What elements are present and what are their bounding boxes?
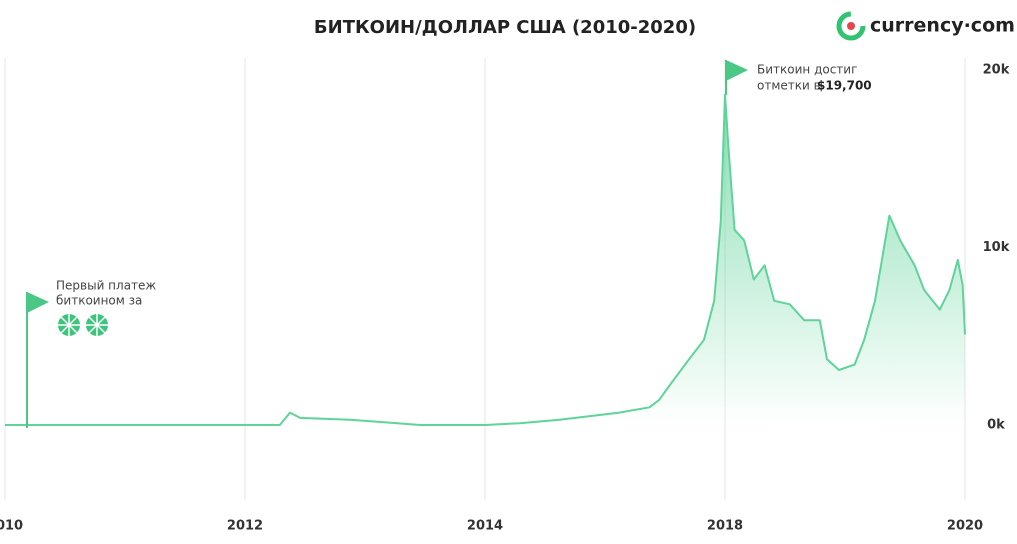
x-tick-label: 2014 — [467, 519, 503, 534]
brand-logo: currency·com — [836, 11, 1015, 41]
pizza-slices — [58, 314, 80, 336]
pizza-slices — [86, 314, 108, 336]
y-tick-label: 10k — [983, 240, 1010, 255]
x-tick-label: 2012 — [227, 519, 263, 534]
annotation-text: биткоином за — [56, 294, 142, 308]
logo-dot — [847, 22, 855, 30]
flag — [726, 60, 748, 81]
x-tick-label: 2020 — [947, 519, 983, 534]
flag — [27, 292, 49, 313]
annotation-first-payment: Первый платеж биткоином за — [26, 279, 156, 428]
x-tick-label: 2010 — [0, 519, 23, 534]
annotation-text: отметки в — [757, 79, 821, 93]
brand-name: currency·com — [870, 15, 1015, 37]
x-tick-label: 2018 — [707, 519, 743, 534]
y-tick-label: 20k — [983, 63, 1010, 78]
area — [5, 94, 965, 426]
line — [5, 93, 966, 426]
pizza-icons — [58, 314, 108, 336]
annotation-highlight: $19,700 — [817, 79, 872, 93]
y-tick-label: 0k — [987, 418, 1005, 433]
annotation-text: Биткоин достиг — [757, 63, 857, 77]
chart-title: БИТКОИН/ДОЛЛАР США (2010-2020) — [314, 17, 696, 38]
annotation-peak: Биткоин достиг отметки в $19,700 — [725, 60, 872, 95]
annotation-text: Первый платеж — [56, 279, 156, 293]
plot — [5, 93, 966, 426]
logo-ring — [836, 11, 866, 41]
